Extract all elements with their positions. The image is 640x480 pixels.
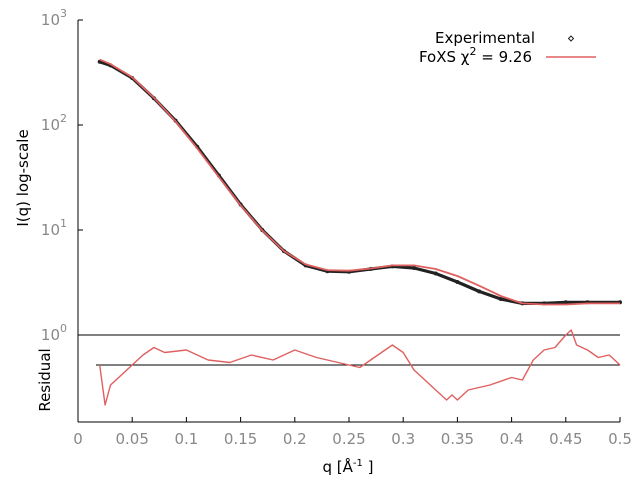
y-tick-label: 100 (41, 322, 67, 344)
x-tick-label: 0.45 (549, 430, 582, 448)
y-tick-label: 102 (41, 112, 67, 134)
y-tick-exponent: 2 (60, 112, 67, 125)
y-axis-label: I(q) log-scale (14, 129, 32, 226)
x-tick-label: 0.3 (391, 430, 415, 448)
experimental-series (97, 59, 622, 306)
x-tick-label: 0.5 (608, 430, 632, 448)
fit-series (99, 58, 620, 306)
experimental-point (477, 289, 482, 294)
x-axis-label-main: q [Å (322, 457, 353, 476)
experimental-point (412, 265, 417, 270)
x-tick-label: 0 (73, 430, 83, 448)
x-tick-label: 0.1 (174, 430, 198, 448)
fit-line (99, 58, 620, 306)
y-tick-exponent: 0 (60, 322, 67, 335)
residual-series (99, 329, 621, 406)
y-tick-exponent: 1 (60, 217, 67, 230)
x-tick-label: 0.15 (224, 430, 257, 448)
legend-experimental-label: Experimental (435, 29, 535, 47)
legend-fit-main: FoXS χ (419, 48, 470, 66)
legend-fit-sup: 2 (469, 45, 476, 58)
x-tick-label: 0.05 (115, 430, 148, 448)
experimental-point (498, 297, 503, 302)
x-tick-label: 0.2 (283, 430, 307, 448)
y-tick-base: 10 (41, 326, 60, 344)
legend-experimental-marker (567, 35, 575, 42)
residual-line (99, 329, 621, 406)
y-tick-label: 103 (41, 7, 67, 29)
x-tick-label: 0.4 (500, 430, 524, 448)
x-axis-label-sup: -1 (353, 458, 363, 469)
x-tick-labels: 0 0.05 0.1 0.15 0.2 0.25 0.3 0.35 0.4 0.45 0.5 (73, 417, 632, 448)
legend: Experimental FoXS χ2 = 9.26 (419, 29, 596, 66)
residual-axis-label: Residual (36, 348, 54, 411)
y-tick-base: 10 (41, 11, 60, 29)
y-tick-exponent: 3 (60, 7, 67, 20)
experimental-line (99, 60, 620, 305)
x-tick-label: 0.25 (332, 430, 365, 448)
x-axis-label: q [Å-1 ] (322, 457, 373, 476)
legend-fit-label: FoXS χ2 = 9.26 (419, 45, 532, 66)
legend-fit-end: = 9.26 (476, 48, 532, 66)
y-tick-base: 10 (41, 116, 60, 134)
experimental-point (433, 271, 438, 276)
x-tick-label: 0.35 (441, 430, 474, 448)
experimental-point (563, 300, 568, 305)
x-axis-label-end: ] (363, 458, 374, 476)
y-tick-base: 10 (41, 221, 60, 239)
experimental-point (455, 279, 460, 284)
y-tick-label: 101 (41, 217, 67, 239)
